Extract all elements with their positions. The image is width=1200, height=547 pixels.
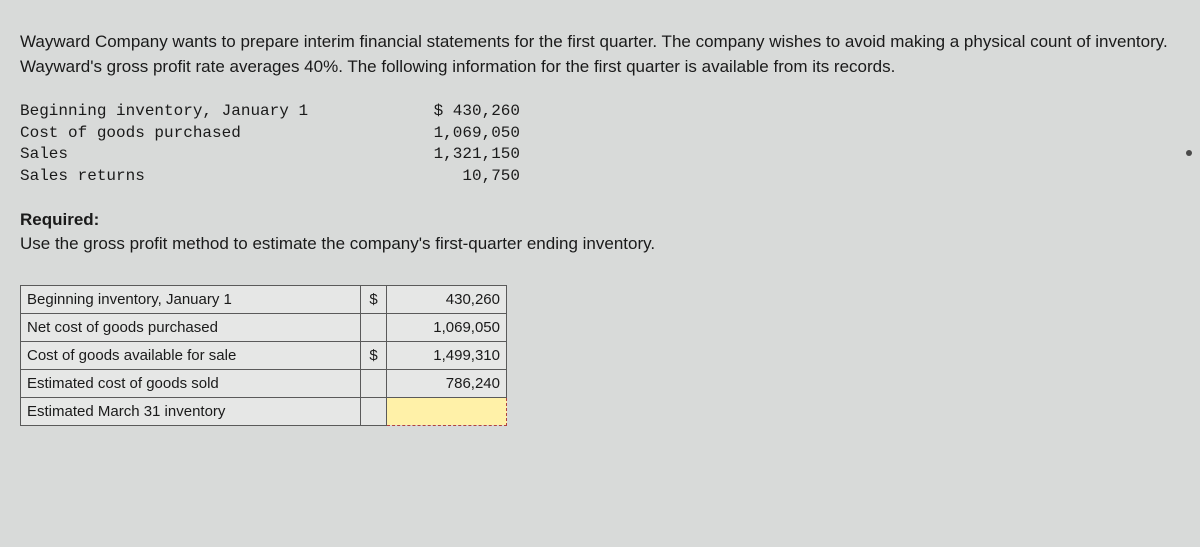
given-data-block: Beginning inventory, January 1 $ 430,260… [20,101,1180,187]
table-row: Cost of goods available for sale $ 1,499… [21,341,507,369]
required-heading: Required: [20,210,99,229]
given-value: 1,321,150 [390,144,520,166]
given-label: Sales returns [20,166,390,188]
scroll-indicator-icon [1186,150,1192,156]
given-row: Cost of goods purchased 1,069,050 [20,123,1180,145]
given-label: Sales [20,144,390,166]
given-value: 10,750 [390,166,520,188]
required-text: Use the gross profit method to estimate … [20,234,655,253]
currency-symbol [361,313,387,341]
answer-value-input[interactable]: 1,499,310 [387,341,507,369]
given-row: Beginning inventory, January 1 $ 430,260 [20,101,1180,123]
answer-value-input[interactable]: 430,260 [387,285,507,313]
currency-symbol: $ [361,341,387,369]
answer-value-input[interactable] [387,397,507,425]
given-label: Beginning inventory, January 1 [20,101,390,123]
required-block: Required: Use the gross profit method to… [20,208,1180,257]
answer-value-input[interactable]: 1,069,050 [387,313,507,341]
given-label: Cost of goods purchased [20,123,390,145]
currency-symbol: $ [361,285,387,313]
answer-label: Estimated March 31 inventory [21,397,361,425]
answer-label: Estimated cost of goods sold [21,369,361,397]
answer-value-input[interactable]: 786,240 [387,369,507,397]
answer-label: Cost of goods available for sale [21,341,361,369]
table-row: Beginning inventory, January 1 $ 430,260 [21,285,507,313]
currency-symbol [361,369,387,397]
table-row: Net cost of goods purchased 1,069,050 [21,313,507,341]
given-row: Sales returns 10,750 [20,166,1180,188]
given-row: Sales 1,321,150 [20,144,1180,166]
given-value: 1,069,050 [390,123,520,145]
answer-label: Beginning inventory, January 1 [21,285,361,313]
given-value: $ 430,260 [390,101,520,123]
answer-table: Beginning inventory, January 1 $ 430,260… [20,285,507,426]
currency-symbol [361,397,387,425]
table-row: Estimated March 31 inventory [21,397,507,425]
problem-statement: Wayward Company wants to prepare interim… [20,30,1180,79]
table-row: Estimated cost of goods sold 786,240 [21,369,507,397]
answer-label: Net cost of goods purchased [21,313,361,341]
